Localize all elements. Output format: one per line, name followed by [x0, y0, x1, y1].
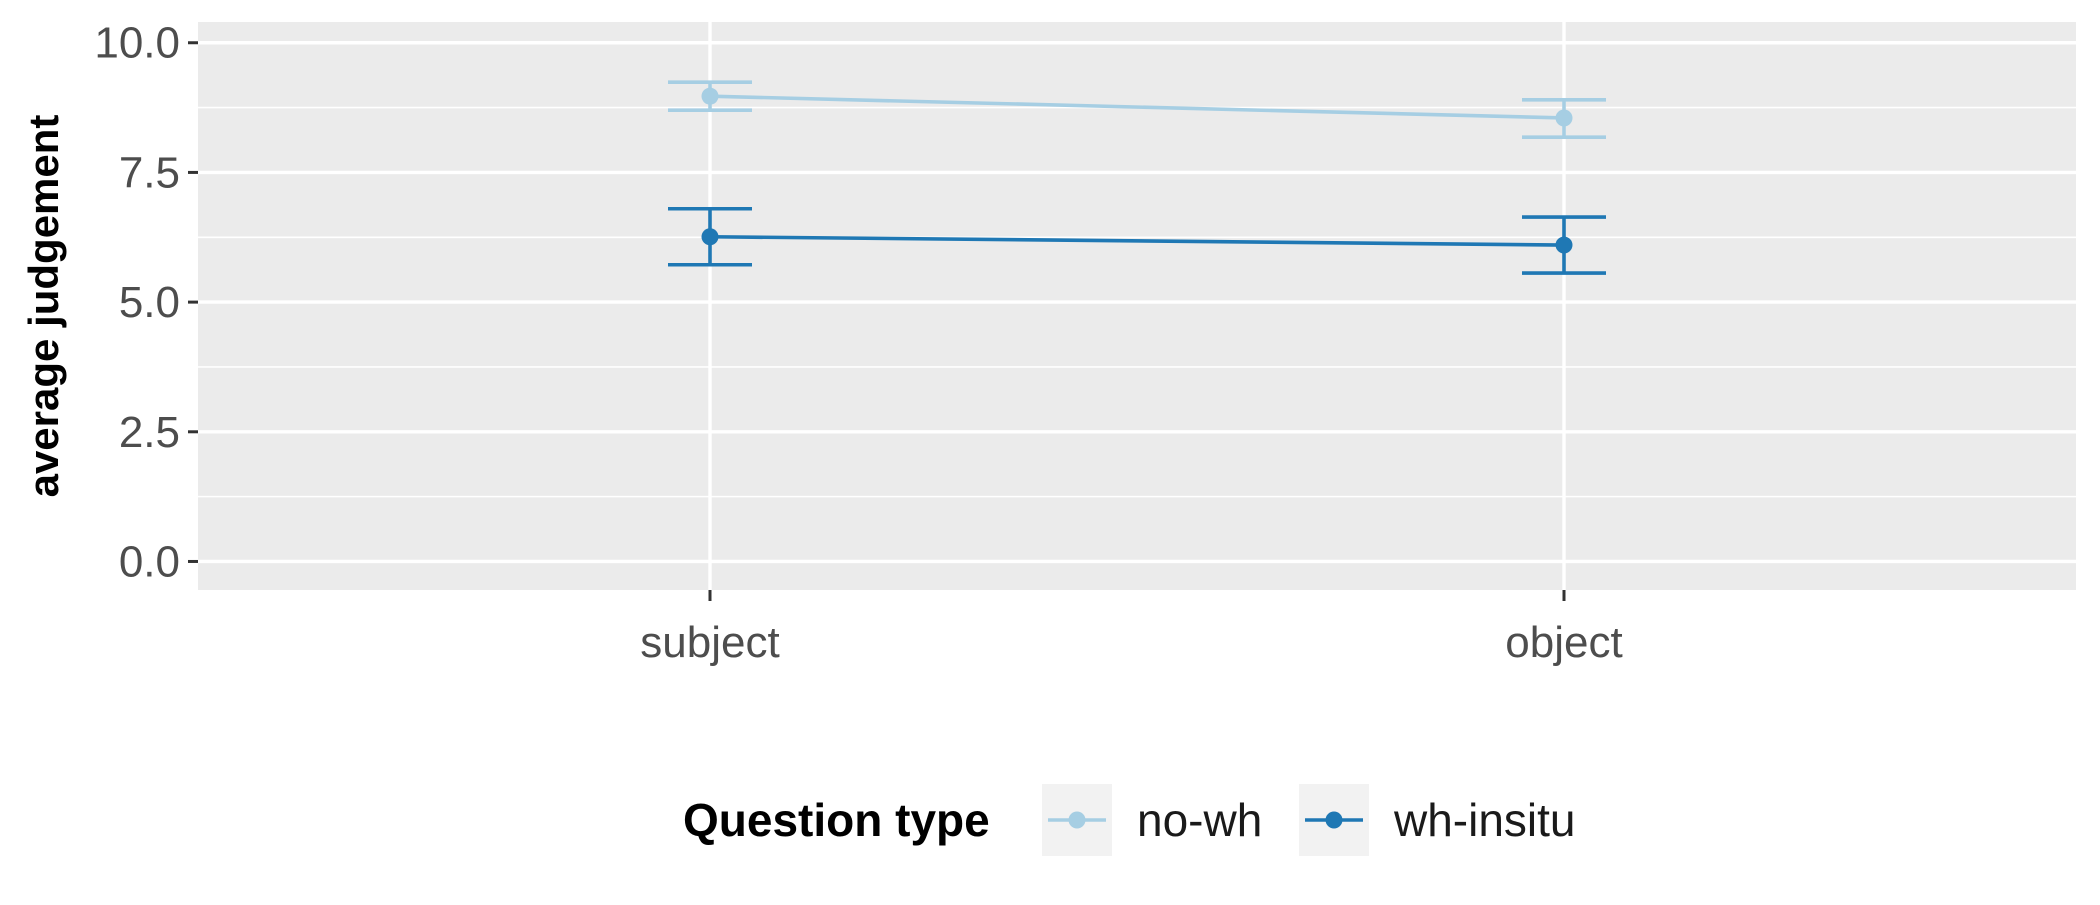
y-tick-label: 0.0	[119, 537, 180, 586]
legend-item-no-wh: no-wh	[1042, 784, 1262, 856]
legend-title: Question type	[683, 794, 990, 846]
legend-label: wh-insitu	[1393, 794, 1576, 846]
y-tick-label: 5.0	[119, 278, 180, 327]
series-line	[709, 234, 1565, 247]
series-layer	[668, 80, 1606, 275]
data-point	[701, 87, 719, 105]
x-tick-label: subject	[640, 618, 779, 667]
series-no-wh	[668, 80, 1606, 139]
x-tick-label: object	[1505, 618, 1622, 667]
legend-key-point	[1325, 811, 1343, 829]
legend-item-wh-insitu: wh-insitu	[1299, 784, 1576, 856]
data-point	[1555, 109, 1573, 127]
series-wh-insitu	[668, 206, 1606, 275]
plot-panel	[198, 22, 2076, 590]
series-line	[709, 94, 1565, 120]
major-gridlines	[198, 22, 2076, 590]
x-axis: subject object	[640, 590, 1623, 667]
data-point	[701, 228, 719, 246]
y-axis: 0.0 2.5 5.0 7.5 10.0	[94, 19, 198, 586]
data-point	[1555, 236, 1573, 254]
legend: Question type no-wh wh-insitu	[683, 784, 1576, 856]
y-tick-label: 2.5	[119, 408, 180, 457]
y-tick-label: 10.0	[94, 19, 180, 68]
y-tick-label: 7.5	[119, 148, 180, 197]
legend-key-point	[1068, 811, 1086, 829]
legend-label: no-wh	[1137, 794, 1262, 846]
y-axis-title: average judgement	[20, 115, 67, 498]
